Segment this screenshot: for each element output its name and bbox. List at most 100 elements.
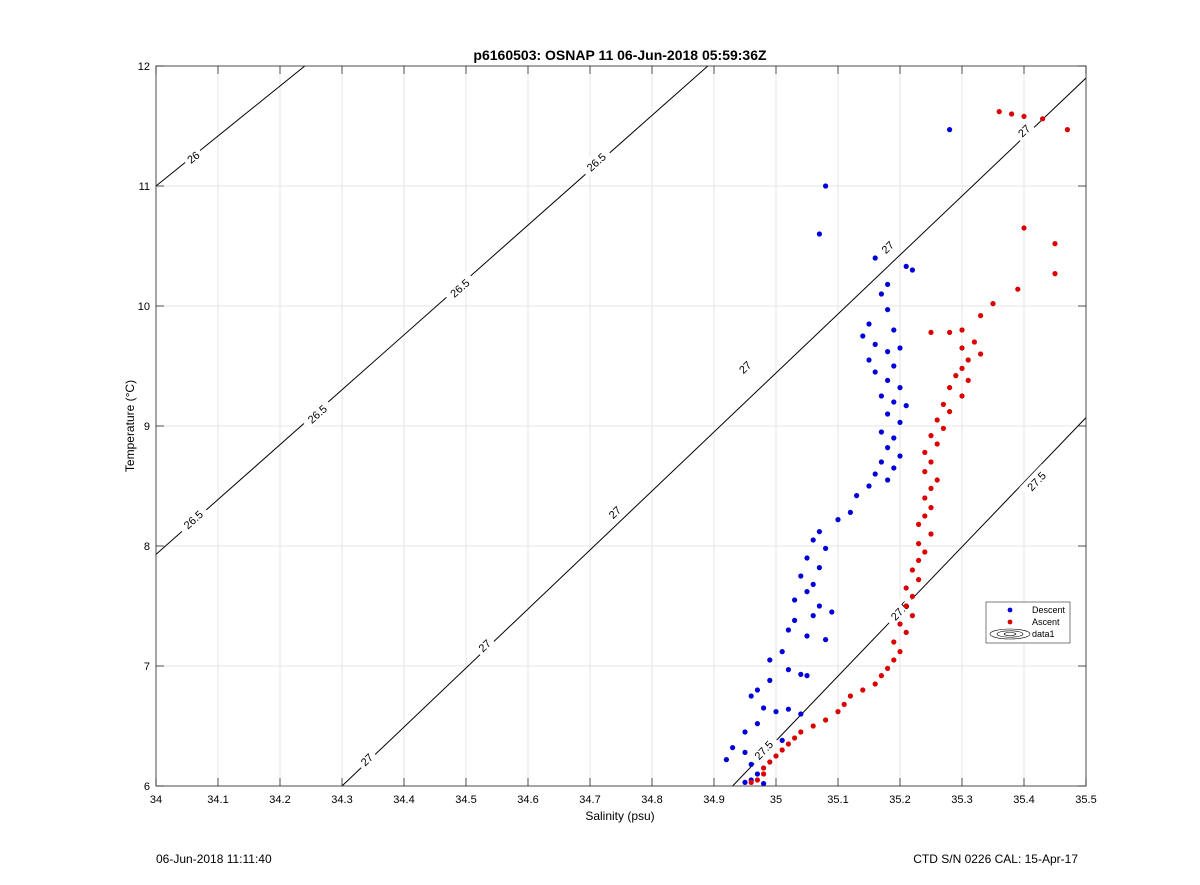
ascent-point xyxy=(953,373,959,379)
ascent-point xyxy=(934,417,940,423)
ascent-point xyxy=(841,701,847,708)
x-tick-label: 34.4 xyxy=(393,794,414,806)
series-ascent xyxy=(748,109,1070,786)
contour-label-bg xyxy=(442,271,476,304)
descent-point xyxy=(785,667,792,673)
contour-label-bg xyxy=(602,499,626,524)
x-tick-label: 34.7 xyxy=(579,794,600,806)
ascent-point xyxy=(903,585,909,591)
y-tick-label: 10 xyxy=(138,301,150,313)
legend-ascent-label: Ascent xyxy=(1032,617,1060,627)
descent-point xyxy=(829,609,835,615)
ascent-point xyxy=(947,385,953,391)
x-tick-label: 34.6 xyxy=(517,794,538,806)
descent-point xyxy=(891,435,897,441)
descent-point xyxy=(885,477,891,483)
descent-point xyxy=(897,419,903,425)
contour-label-bg xyxy=(1019,463,1052,498)
x-tick-label: 35.5 xyxy=(1075,794,1096,806)
ascent-point xyxy=(909,613,916,619)
descent-point xyxy=(792,597,798,603)
descent-point xyxy=(748,761,754,768)
data-series xyxy=(723,109,1070,786)
descent-point xyxy=(878,429,885,435)
descent-point xyxy=(742,729,748,735)
ascent-point xyxy=(971,339,978,345)
y-tick-label: 6 xyxy=(144,781,150,793)
ascent-point xyxy=(754,777,761,783)
ascent-point xyxy=(878,673,885,679)
descent-point xyxy=(804,589,810,595)
axis-ticks: 34 34.1 34.2 34.3 34.4 34.5 34.6 34.7 34.8 34.9 35… xyxy=(138,61,1097,806)
ascent-point xyxy=(773,753,779,759)
contour-label-bg xyxy=(746,732,780,766)
ascent-point xyxy=(928,485,934,491)
contour-label-bg xyxy=(180,144,205,168)
ascent-point xyxy=(990,301,996,307)
descent-point xyxy=(754,721,761,727)
chart-title: p6160503: OSNAP 11 06-Jun-2018 05:59:36Z xyxy=(473,47,767,63)
ascent-point xyxy=(1021,225,1027,231)
ascent-point xyxy=(767,759,773,765)
ascent-point xyxy=(959,393,965,399)
descent-point xyxy=(742,779,748,786)
x-tick-label: 34 xyxy=(150,794,162,806)
ascent-point xyxy=(965,377,971,383)
ascent-point xyxy=(940,401,947,407)
contour-line-26 xyxy=(156,66,306,187)
ascent-point xyxy=(909,567,916,573)
descent-point xyxy=(810,581,816,588)
footer-timestamp: 06-Jun-2018 11:11:40 xyxy=(156,852,272,866)
ascent-point xyxy=(922,549,928,555)
ascent-point xyxy=(891,639,897,645)
grid xyxy=(155,65,1087,787)
ascent-point xyxy=(779,747,785,753)
descent-point xyxy=(903,263,909,269)
contour-label-bg xyxy=(175,502,210,535)
descent-point xyxy=(860,333,866,339)
descent-point xyxy=(792,617,798,624)
ascent-point xyxy=(761,771,767,777)
ascent-point xyxy=(1015,286,1021,292)
ascent-point xyxy=(934,441,940,447)
contour-label-group: 26 xyxy=(180,144,205,168)
ascent-point xyxy=(872,681,878,687)
ascent-point xyxy=(959,345,965,351)
descent-point xyxy=(761,781,767,786)
ascent-point xyxy=(897,621,903,627)
descent-point xyxy=(885,349,891,355)
descent-point xyxy=(872,341,878,347)
ascent-point xyxy=(835,709,841,715)
ascent-point xyxy=(761,765,767,771)
descent-point xyxy=(785,706,792,712)
ascent-point xyxy=(928,505,934,511)
ascent-point xyxy=(1064,127,1070,133)
ascent-point xyxy=(903,629,909,636)
contour-label-bg xyxy=(1011,118,1036,142)
descent-point xyxy=(891,327,897,333)
descent-point xyxy=(798,573,804,579)
ascent-point xyxy=(996,109,1002,115)
contour-line-27 xyxy=(341,77,1086,786)
x-tick-label: 35.2 xyxy=(889,794,910,806)
y-axis-label: Temperature (°C) xyxy=(123,380,137,472)
ascent-point xyxy=(978,351,984,357)
descent-point xyxy=(847,509,854,515)
x-tick-label: 35.3 xyxy=(951,794,972,806)
x-tick-label: 34.2 xyxy=(269,794,290,806)
descent-point xyxy=(804,673,810,679)
descent-point xyxy=(823,637,829,643)
descent-point xyxy=(773,709,779,715)
descent-point xyxy=(897,385,903,391)
legend-contour-icon xyxy=(989,628,1031,640)
ascent-point xyxy=(916,557,922,564)
ascent-point xyxy=(916,577,922,583)
ascent-point xyxy=(903,603,909,609)
ascent-point xyxy=(916,521,922,528)
descent-point xyxy=(767,657,773,663)
descent-point xyxy=(823,183,829,189)
ascent-point xyxy=(885,665,891,672)
ascent-point xyxy=(959,365,965,371)
ascent-point xyxy=(1040,116,1046,122)
descent-point xyxy=(779,737,785,744)
